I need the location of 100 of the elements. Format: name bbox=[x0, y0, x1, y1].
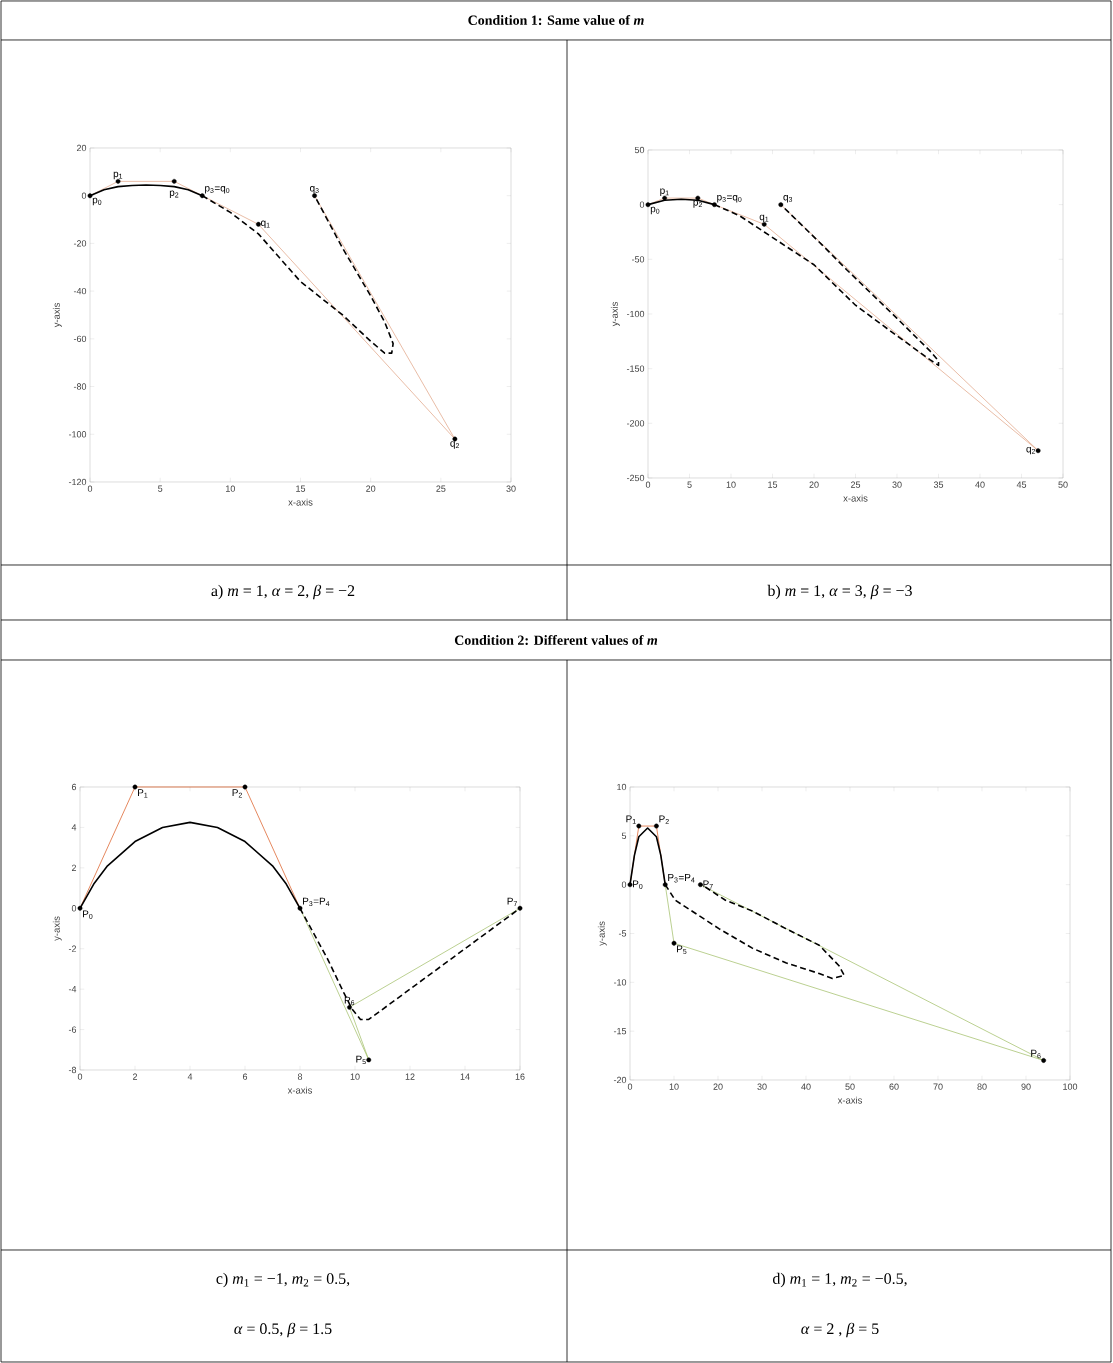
point bbox=[87, 193, 93, 199]
x-tick-label: 6 bbox=[242, 1073, 248, 1080]
y-tick-label: 0 bbox=[639, 201, 645, 208]
annotation: q$_{1}$ bbox=[759, 214, 769, 223]
text: α = 0.5, β = 1.5 bbox=[234, 1322, 332, 1338]
point bbox=[1035, 448, 1041, 454]
x-tick-label: 15 bbox=[768, 481, 778, 488]
point bbox=[256, 221, 261, 227]
annotation: q$_{3}$ bbox=[783, 195, 793, 203]
x-tick-label: 4 bbox=[187, 1073, 193, 1080]
x-tick-label: 20 bbox=[366, 485, 376, 492]
point bbox=[698, 882, 703, 888]
annotation: P$_{3}$=P$_{4}$ bbox=[303, 897, 330, 907]
y-tick-label: -15 bbox=[613, 1028, 627, 1035]
point bbox=[662, 882, 668, 888]
point bbox=[778, 202, 784, 208]
annotation: P$_{2}$ bbox=[659, 815, 669, 824]
point bbox=[636, 823, 642, 829]
point bbox=[654, 823, 659, 829]
y-tick-label: -20 bbox=[613, 1076, 627, 1084]
x-axis-title: x-axis bbox=[843, 494, 868, 502]
y-tick-label: -60 bbox=[73, 335, 87, 343]
annotation: p$_{1}$ bbox=[660, 188, 669, 196]
annotation: p$_{2}$ bbox=[169, 190, 179, 198]
y-tick-label: -150 bbox=[626, 365, 645, 372]
y-tick-label: -10 bbox=[613, 979, 627, 986]
text: a) m = 1, α = 2, β = −2 bbox=[211, 584, 355, 600]
point bbox=[695, 195, 701, 201]
y-tick-label: -2 bbox=[68, 945, 77, 952]
y-tick-label: 4 bbox=[71, 824, 77, 831]
y-tick-label: -5 bbox=[618, 930, 627, 937]
text: α = 2 , β = 5 bbox=[801, 1322, 879, 1338]
y-tick-label: 10 bbox=[617, 783, 627, 791]
x-tick-label: 12 bbox=[405, 1073, 415, 1080]
x-tick-label: 16 bbox=[515, 1073, 525, 1080]
x-axis-title: x-axis bbox=[837, 1096, 863, 1104]
x-tick-label: 0 bbox=[87, 485, 93, 492]
annotation: q$_{3}$ bbox=[310, 186, 319, 194]
y-tick-label: 0 bbox=[71, 905, 77, 912]
x-tick-label: 14 bbox=[460, 1073, 470, 1080]
y-tick-label: 5 bbox=[621, 832, 627, 839]
text: Condition 1: Same value of m bbox=[468, 14, 644, 25]
annotation: P$_{1}$ bbox=[626, 815, 636, 824]
y-tick-label: 0 bbox=[81, 192, 87, 199]
point bbox=[452, 436, 458, 442]
x-tick-label: 25 bbox=[436, 485, 446, 492]
annotation: P$_{5}$ bbox=[356, 1055, 366, 1065]
point bbox=[517, 905, 523, 911]
x-tick-label: 10 bbox=[350, 1073, 360, 1080]
text: b) m = 1, α = 3, β = −3 bbox=[767, 584, 912, 600]
annotation: p$_{1}$ bbox=[113, 171, 123, 180]
point bbox=[645, 202, 651, 208]
x-tick-label: 45 bbox=[1016, 481, 1027, 488]
y-tick-label: -100 bbox=[68, 431, 87, 438]
x-tick-label: 5 bbox=[687, 481, 692, 488]
x-tick-label: 25 bbox=[850, 481, 861, 488]
y-tick-label: -20 bbox=[73, 240, 87, 247]
x-tick-label: 50 bbox=[845, 1083, 855, 1090]
x-tick-label: 70 bbox=[933, 1083, 943, 1090]
x-tick-label: 30 bbox=[892, 481, 902, 488]
y-tick-label: -200 bbox=[626, 420, 645, 427]
x-tick-label: 30 bbox=[506, 485, 516, 492]
annotation: P$_{3}$=P$_{4}$ bbox=[668, 874, 695, 883]
x-axis-title: x-axis bbox=[287, 1086, 313, 1094]
x-tick-label: 60 bbox=[889, 1083, 899, 1090]
y-tick-label: -250 bbox=[626, 474, 645, 482]
y-tick-label: 2 bbox=[71, 864, 77, 871]
annotation: P$_{1}$ bbox=[138, 789, 148, 798]
annotation: p$_{3}$=q$_{0}$ bbox=[717, 195, 742, 203]
y-tick-label: 6 bbox=[71, 783, 77, 791]
point bbox=[1041, 1058, 1047, 1063]
x-tick-label: 100 bbox=[1063, 1083, 1078, 1090]
x-tick-label: 10 bbox=[726, 481, 736, 488]
x-tick-label: 15 bbox=[296, 485, 306, 492]
y-tick-label: 20 bbox=[76, 144, 87, 152]
text: Condition 2: Different values of m bbox=[454, 634, 658, 645]
y-tick-label: -120 bbox=[68, 478, 87, 486]
x-tick-label: 35 bbox=[933, 481, 944, 488]
y-tick-label: 50 bbox=[634, 146, 645, 154]
annotation: p$_{3}$=q$_{0}$ bbox=[205, 186, 230, 194]
x-tick-label: 40 bbox=[975, 481, 985, 488]
x-tick-label: 2 bbox=[132, 1073, 138, 1080]
y-tick-label: -50 bbox=[631, 256, 645, 263]
x-tick-label: 20 bbox=[809, 481, 819, 488]
annotation: p$_{0}$ bbox=[650, 206, 660, 215]
y-tick-label: -100 bbox=[626, 310, 645, 318]
x-tick-label: 40 bbox=[801, 1083, 811, 1090]
annotation: P$_{5}$ bbox=[677, 945, 687, 954]
point bbox=[171, 178, 177, 184]
point bbox=[627, 882, 633, 888]
x-tick-label: 50 bbox=[1058, 481, 1068, 488]
point bbox=[712, 202, 717, 208]
y-tick-label: -6 bbox=[68, 1026, 77, 1033]
x-axis-title: x-axis bbox=[288, 498, 313, 506]
y-axis-title: y-axis bbox=[610, 301, 620, 327]
y-axis-title: y-axis bbox=[52, 302, 62, 328]
x-tick-label: 5 bbox=[158, 485, 163, 492]
y-tick-label: -4 bbox=[68, 986, 77, 993]
annotation: P$_{6}$ bbox=[344, 996, 355, 1006]
text: d) m$_{1}$ = 1, m$_{2}$ = −0.5, bbox=[772, 1272, 907, 1288]
